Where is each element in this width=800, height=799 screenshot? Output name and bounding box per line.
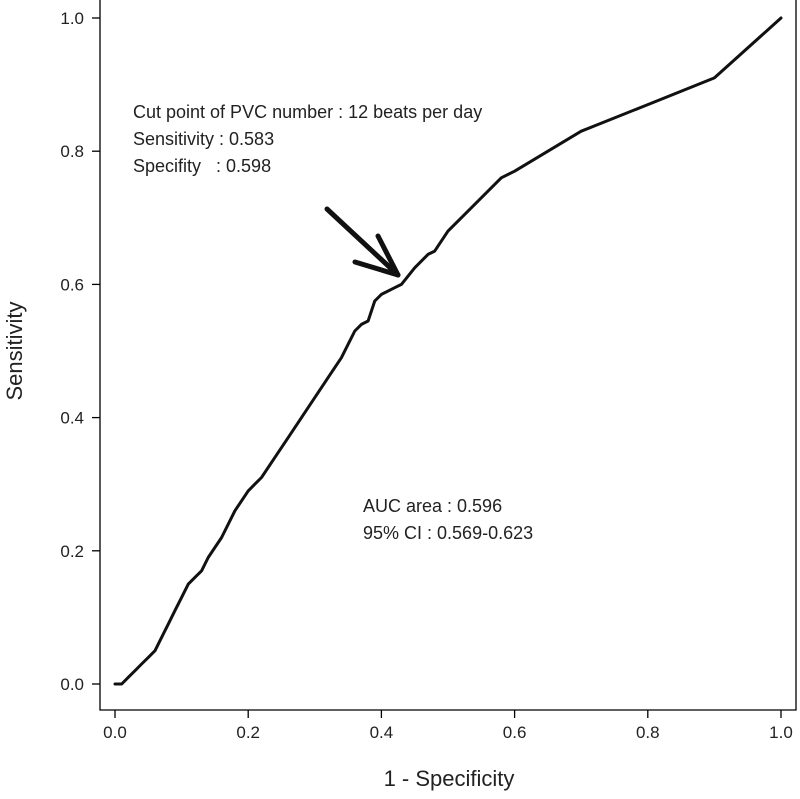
x-tick-label: 0.0: [103, 723, 127, 742]
x-tick-label: 0.4: [370, 723, 394, 742]
y-tick-label: 0.0: [60, 675, 84, 694]
y-axis-title: Sensitivity: [2, 301, 27, 400]
roc-curve-line: [113, 16, 783, 686]
axes: [99, 0, 797, 711]
cut-point-label: Cut point of PVC number : 12 beats per d…: [133, 102, 482, 122]
cut-point-specificity: Specifity : 0.598: [133, 156, 271, 176]
plot-frame: [99, 0, 797, 711]
auc-ci-label: 95% CI : 0.569-0.623: [363, 523, 533, 543]
x-tick-label: 1.0: [769, 723, 793, 742]
y-tick-label: 0.2: [60, 542, 84, 561]
auc-annotation: AUC area : 0.596 95% CI : 0.569-0.623: [363, 496, 533, 543]
x-tick-label: 0.2: [236, 723, 260, 742]
cut-point-arrow-icon: [324, 206, 401, 278]
y-tick-label: 0.6: [60, 275, 84, 294]
x-axis-title: 1 - Specificity: [384, 766, 515, 791]
cut-point-annotation: Cut point of PVC number : 12 beats per d…: [133, 102, 482, 176]
ticks: 0.0 0.2 0.4 0.6 0.8 1.0 0.0 0.2 0.4 0.6 0.8 1.0: [60, 9, 792, 742]
auc-area-label: AUC area : 0.596: [363, 496, 502, 516]
y-tick-label: 0.8: [60, 142, 84, 161]
y-tick-label: 1.0: [60, 9, 84, 28]
x-tick-label: 0.6: [503, 723, 527, 742]
cut-point-sensitivity: Sensitivity : 0.583: [133, 129, 274, 149]
y-tick-label: 0.4: [60, 409, 84, 428]
x-tick-label: 0.8: [636, 723, 660, 742]
